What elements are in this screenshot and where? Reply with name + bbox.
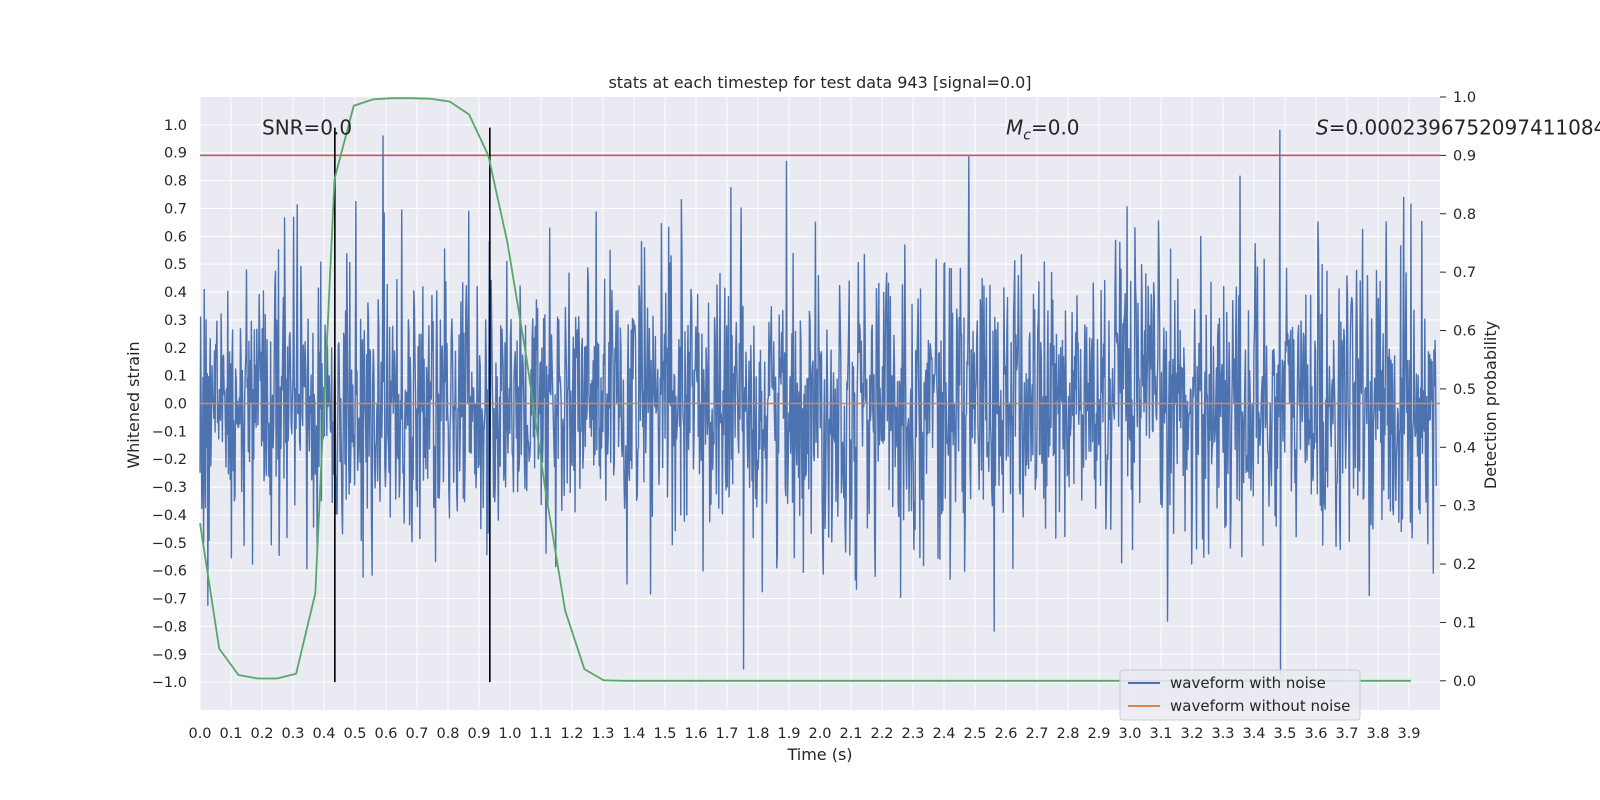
x-tick-label: 0.2	[250, 726, 273, 742]
x-tick-label: 2.2	[870, 726, 893, 742]
y-tick-label: 0.9	[164, 146, 187, 162]
y2-tick-label: 1.0	[1453, 90, 1476, 106]
x-tick-label: 2.0	[808, 726, 831, 742]
x-tick-label: 0.8	[436, 726, 459, 742]
y2-tick-label: 0.2	[1453, 557, 1476, 573]
y-tick-label: −0.3	[152, 480, 187, 496]
x-tick-label: 3.5	[1273, 726, 1296, 742]
x-tick-label: 1.5	[653, 726, 676, 742]
x-tick-label: 3.9	[1397, 726, 1420, 742]
y-tick-label: −1.0	[152, 675, 187, 691]
y2-tick-label: 0.4	[1453, 440, 1476, 456]
y-tick-label: 0.6	[164, 229, 187, 245]
y2-tick-label: 0.9	[1453, 148, 1476, 164]
x-tick-label: 1.2	[560, 726, 583, 742]
legend-label-noise: waveform with noise	[1170, 674, 1326, 692]
annotation-s: S=0.00023967520974110842	[1316, 116, 1600, 140]
x-tick-label: 2.3	[901, 726, 924, 742]
x-tick-label: 3.7	[1335, 726, 1358, 742]
chart: 0.0 0.1 0.2 0.3 0.4 0.5 0.6 0.7 0.8 0.9 1.0 1.1 1.2 1…	[0, 0, 1600, 800]
x-tick-label: 0.0	[188, 726, 211, 742]
y-tick-label: −0.1	[152, 424, 187, 440]
x-tick-label: 3.3	[1211, 726, 1234, 742]
x-tick-label: 3.6	[1304, 726, 1327, 742]
y2-tick-label: 0.6	[1453, 324, 1476, 340]
x-tick-label: 0.5	[343, 726, 366, 742]
x-tick-label: 3.4	[1242, 726, 1265, 742]
legend-label-clean: waveform without noise	[1170, 697, 1350, 715]
x-tick-label: 0.6	[374, 726, 397, 742]
x-tick-label: 1.0	[498, 726, 521, 742]
chart-title: stats at each timestep for test data 943…	[608, 73, 1031, 92]
y-tick-label: 0.8	[164, 174, 187, 190]
x-tick-label: 1.1	[529, 726, 552, 742]
y-tick-label: −0.9	[152, 647, 187, 663]
y2-tick-label: 0.8	[1453, 207, 1476, 223]
x-tick-label: 1.4	[622, 726, 645, 742]
x-tick-label: 0.1	[219, 726, 242, 742]
x-tick-label: 3.2	[1180, 726, 1203, 742]
y-axis-label: Whitened strain	[124, 341, 143, 468]
legend: waveform with noise waveform without noi…	[1120, 670, 1360, 720]
x-axis-label: Time (s)	[786, 745, 852, 764]
annotation-mc: Mc=0.0	[1006, 116, 1080, 144]
y-tick-label: −0.2	[152, 452, 187, 468]
y2-tick-label: 0.1	[1453, 615, 1476, 631]
y-tick-label: 0.7	[164, 201, 187, 217]
x-tick-label: 1.6	[684, 726, 707, 742]
x-tick-label: 2.7	[1025, 726, 1048, 742]
x-tick-label: 2.1	[839, 726, 862, 742]
y-tick-label: −0.7	[152, 592, 187, 608]
x-tick-label: 0.4	[312, 726, 335, 742]
y-tick-label: 0.3	[164, 313, 187, 329]
x-tick-label: 0.7	[405, 726, 428, 742]
x-tick-label: 1.9	[777, 726, 800, 742]
y-tick-label: 0.4	[164, 285, 187, 301]
x-tick-label: 1.3	[591, 726, 614, 742]
y-tick-label: 0.1	[164, 369, 187, 385]
y-tick-label: 1.0	[164, 118, 187, 134]
x-tick-label: 0.9	[467, 726, 490, 742]
y-tick-label: −0.4	[152, 508, 187, 524]
y2-tick-label: 0.0	[1453, 674, 1476, 690]
x-tick-label: 3.1	[1149, 726, 1172, 742]
y-tick-label: −0.8	[152, 619, 187, 635]
y-tick-label: 0.5	[164, 257, 187, 273]
x-tick-label: 2.6	[994, 726, 1017, 742]
x-tick-label: 3.8	[1366, 726, 1389, 742]
x-tick-label: 2.8	[1056, 726, 1079, 742]
y2-axis-label: Detection probability	[1481, 321, 1500, 489]
y-tick-label: 0.2	[164, 341, 187, 357]
y-tick-label: 0.0	[164, 397, 187, 413]
y-tick-label: −0.5	[152, 536, 187, 552]
x-tick-label: 2.5	[963, 726, 986, 742]
y2-tick-label: 0.3	[1453, 499, 1476, 515]
annotation-snr: SNR=0.0	[262, 116, 352, 140]
x-tick-label: 1.8	[746, 726, 769, 742]
x-tick-label: 1.7	[715, 726, 738, 742]
y2-tick-label: 0.7	[1453, 265, 1476, 281]
x-tick-label: 2.9	[1087, 726, 1110, 742]
x-tick-label: 3.0	[1118, 726, 1141, 742]
x-tick-label: 2.4	[932, 726, 955, 742]
y2-tick-label: 0.5	[1453, 382, 1476, 398]
y-tick-label: −0.6	[152, 564, 187, 580]
x-tick-label: 0.3	[281, 726, 304, 742]
